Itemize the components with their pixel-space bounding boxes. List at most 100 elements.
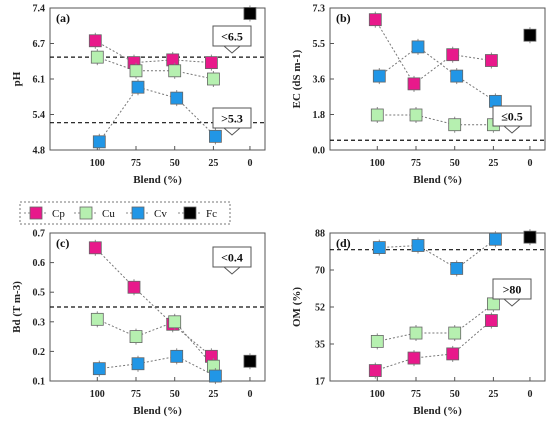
- y-tick-label: 5.5: [313, 39, 326, 50]
- legend-swatch-fc: [183, 206, 197, 220]
- point-fc: [243, 354, 257, 368]
- callout-pointer: [222, 45, 242, 54]
- legend-label-cu: Cu: [102, 208, 115, 220]
- x-tick-label: 25: [488, 389, 498, 400]
- y-tick-label: 5.4: [33, 110, 46, 121]
- point-cv: [170, 349, 184, 363]
- panel-2: (c) 0.1 0.2 0.3 0.5 0.6 0.7 100 75 50 25 0 Blend (%)…: [11, 229, 266, 417]
- series-line-cp: [374, 19, 492, 85]
- point-cv: [170, 91, 184, 105]
- x-tick-label: 75: [131, 389, 141, 400]
- point-cv: [92, 135, 106, 149]
- x-tick-label: 75: [411, 158, 421, 169]
- x-tick-label: 100: [90, 389, 105, 400]
- y-tick-label: 0.0: [313, 146, 326, 157]
- callout-pointer: [502, 298, 522, 307]
- y-axis-label: OM (%): [291, 287, 303, 327]
- x-tick-label: 0: [527, 389, 532, 400]
- point-cu: [409, 326, 423, 340]
- y-tick-label: 70: [315, 266, 325, 277]
- x-tick-label: 25: [208, 389, 218, 400]
- panel-label: (b): [336, 11, 351, 25]
- legend-label-fc: Fc: [206, 208, 217, 220]
- panel-label: (d): [336, 236, 351, 250]
- y-tick-label: 7.3: [313, 4, 326, 15]
- series-line-cu: [377, 303, 494, 342]
- callout-pointer: [502, 125, 522, 134]
- x-tick-label: 100: [370, 389, 385, 400]
- callout-label: >80: [503, 283, 522, 297]
- x-tick-label: 25: [208, 158, 218, 169]
- point-cu: [486, 297, 500, 311]
- point-cu: [370, 334, 384, 348]
- series-line-cu: [97, 318, 214, 367]
- series-line-cv: [378, 46, 496, 102]
- point-cv: [450, 69, 464, 83]
- point-fc: [523, 230, 537, 244]
- point-cu: [90, 312, 104, 326]
- series-line-cp: [375, 320, 492, 372]
- x-axis-label: Blend (%): [133, 405, 182, 417]
- point-cp: [368, 364, 382, 377]
- x-tick-label: 25: [488, 158, 498, 169]
- point-cp: [88, 241, 102, 255]
- y-tick-label: 17: [315, 377, 325, 388]
- legend-label-cv: Cv: [154, 208, 167, 220]
- point-cu: [168, 64, 182, 78]
- callout-pointer: [222, 127, 242, 136]
- x-tick-label: 50: [450, 389, 460, 400]
- series-line-cu: [377, 114, 494, 126]
- y-tick-label: 4.8: [33, 146, 46, 157]
- y-tick-label: 1.8: [313, 110, 326, 121]
- point-cu: [409, 108, 423, 122]
- point-cv: [208, 129, 222, 143]
- legend-swatch-cv: [131, 206, 145, 220]
- callout-label: >5.3: [221, 112, 243, 126]
- point-cp: [88, 34, 102, 48]
- point-cp: [407, 351, 421, 365]
- point-cv: [208, 369, 222, 383]
- point-cv: [372, 69, 386, 83]
- x-tick-label: 0: [247, 158, 252, 169]
- point-cp: [368, 13, 382, 27]
- plot-frame: [329, 232, 546, 382]
- y-tick-label: 52: [315, 303, 325, 314]
- panel-1: (b) 0.0 1.8 3.6 5.5 7.3 100 75 50 25 0 Blend (%) EC …: [291, 4, 546, 186]
- y-tick-label: 0.7: [33, 229, 46, 240]
- point-cu: [129, 330, 143, 344]
- point-cp: [484, 314, 498, 327]
- series-line-cp: [94, 247, 212, 357]
- point-cv: [131, 357, 145, 371]
- point-cu: [168, 315, 182, 329]
- y-axis-label: Bd (T m-3): [11, 281, 23, 333]
- y-tick-label: 0.2: [33, 347, 46, 358]
- x-axis-label: Blend (%): [413, 405, 462, 417]
- panel-3: (d) 17 35 52 70 88 100 75 50 25 0 Blend (%) OM (%) >8…: [291, 229, 546, 417]
- point-cp: [204, 56, 218, 70]
- point-cp: [166, 53, 180, 67]
- point-cu: [448, 118, 462, 132]
- y-tick-label: 0.1: [33, 377, 46, 388]
- x-tick-label: 0: [247, 389, 252, 400]
- point-fc: [243, 7, 257, 20]
- y-tick-label: 0.5: [33, 288, 46, 299]
- point-cu: [129, 64, 143, 78]
- x-tick-label: 50: [450, 158, 460, 169]
- series-line-cp: [95, 40, 212, 64]
- y-tick-label: 88: [315, 229, 325, 240]
- y-tick-label: 35: [315, 340, 325, 351]
- point-cp: [484, 54, 498, 67]
- legend-swatch-cp: [29, 206, 43, 220]
- y-tick-label: 6.1: [33, 75, 46, 86]
- x-tick-label: 75: [411, 389, 421, 400]
- point-cu: [90, 50, 104, 64]
- x-tick-label: 100: [90, 158, 105, 169]
- y-tick-label: 7.4: [33, 4, 46, 15]
- point-cv: [92, 362, 106, 376]
- legend-frame: [19, 201, 231, 225]
- point-cu: [206, 72, 220, 86]
- x-tick-label: 0: [527, 158, 532, 169]
- x-tick-label: 50: [170, 158, 180, 169]
- point-fc: [523, 28, 537, 42]
- point-cp: [446, 48, 460, 62]
